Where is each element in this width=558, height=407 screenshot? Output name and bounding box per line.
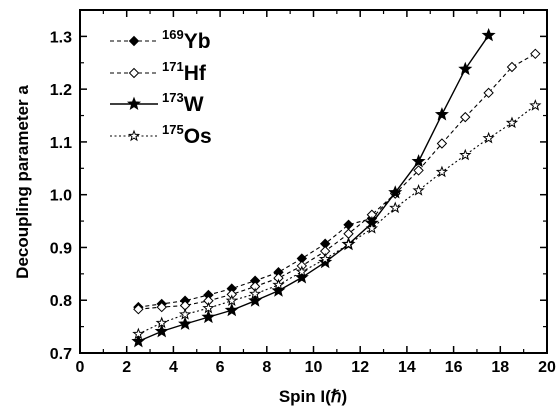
data-point (202, 301, 215, 314)
legend-item-yb: 169Yb (110, 27, 211, 53)
legend-label: 169Yb (162, 27, 211, 53)
data-point (249, 287, 262, 300)
data-point (460, 111, 471, 123)
data-point (132, 327, 145, 340)
data-point (272, 278, 285, 291)
legend-label: 173W (162, 90, 204, 116)
x-tick-label: 12 (351, 359, 369, 376)
y-tick-label: 1.1 (50, 135, 72, 152)
legend-marker (128, 67, 140, 79)
data-point (459, 148, 472, 161)
plot-area (79, 9, 548, 354)
legend-element: W (184, 93, 204, 116)
data-point (224, 302, 239, 317)
data-point (131, 334, 146, 348)
y-tick-label: 0.7 (50, 346, 72, 363)
data-point (529, 99, 542, 111)
data-point (155, 316, 168, 329)
y-tick-label: 1.3 (50, 29, 72, 46)
series-hf (133, 48, 541, 315)
legend-item-w: 173W (110, 90, 204, 116)
data-point (505, 116, 519, 129)
data-point (319, 252, 332, 265)
data-point (506, 61, 518, 73)
x-tick-label: 8 (262, 359, 271, 376)
x-tick-label: 20 (538, 359, 556, 376)
legend-mass-number: 171 (162, 59, 184, 74)
x-tick-label: 0 (76, 359, 85, 376)
legend-marker (126, 96, 142, 110)
data-point (201, 309, 216, 324)
data-point (294, 270, 309, 284)
data-point (481, 27, 496, 42)
series-yb (133, 187, 401, 313)
plot-frame (79, 9, 548, 354)
x-axis-ticks: 0 2 4 6 8 10 12 14 16 18 20 (76, 10, 556, 376)
y-axis-ticks: 0.7 0.8 0.9 1.0 1.1 1.2 1.3 (50, 29, 547, 363)
data-point (482, 131, 495, 144)
legend-item-hf: 171Hf (110, 59, 207, 85)
data-point (295, 265, 308, 277)
legend-item-os: 175Os (110, 122, 212, 148)
data-point (458, 61, 473, 76)
x-tick-label: 6 (216, 359, 225, 376)
data-point (248, 293, 263, 307)
data-point (271, 283, 286, 297)
data-point (411, 154, 426, 168)
legend-mass-number: 175 (162, 122, 184, 137)
x-tick-label: 2 (122, 359, 131, 376)
series-layer (131, 27, 542, 348)
data-point (342, 237, 355, 250)
x-tick-label: 16 (445, 359, 463, 376)
y-tick-label: 1.2 (50, 82, 72, 99)
y-axis-title: Decoupling parameter a (13, 85, 32, 279)
legend-marker (127, 129, 141, 142)
legend-element: Hf (184, 62, 207, 85)
data-point (365, 222, 378, 234)
legend-mass-number: 169 (162, 27, 184, 42)
y-tick-label: 0.9 (50, 240, 72, 257)
series-w (131, 27, 496, 348)
data-point (413, 165, 424, 176)
data-point (530, 48, 541, 60)
data-point (133, 303, 144, 315)
data-point (178, 308, 192, 320)
data-point (483, 87, 494, 99)
data-point (225, 294, 238, 306)
x-tick-label: 10 (305, 359, 323, 376)
data-point (435, 165, 449, 178)
data-point (178, 316, 193, 330)
data-point (156, 301, 167, 313)
series-line (138, 34, 490, 343)
y-tick-label: 1.0 (50, 188, 72, 205)
x-tick-label: 18 (491, 359, 509, 376)
data-point (436, 138, 448, 149)
legend-element: Os (184, 125, 212, 148)
data-point (434, 107, 449, 121)
data-point (154, 323, 169, 338)
legend-element: Yb (184, 30, 211, 53)
legend-mass-number: 173 (162, 90, 184, 105)
legend-label: 171Hf (162, 59, 207, 85)
y-tick-label: 0.8 (50, 293, 72, 310)
data-point (412, 184, 425, 196)
x-tick-label: 4 (169, 359, 178, 376)
data-point (389, 201, 402, 214)
legend-marker (128, 35, 140, 47)
x-axis-title: Spin I(ℏ) (279, 387, 347, 406)
legend-label: 175Os (162, 122, 212, 148)
x-tick-label: 14 (398, 359, 416, 376)
series-os (132, 99, 542, 340)
data-point (388, 185, 403, 199)
